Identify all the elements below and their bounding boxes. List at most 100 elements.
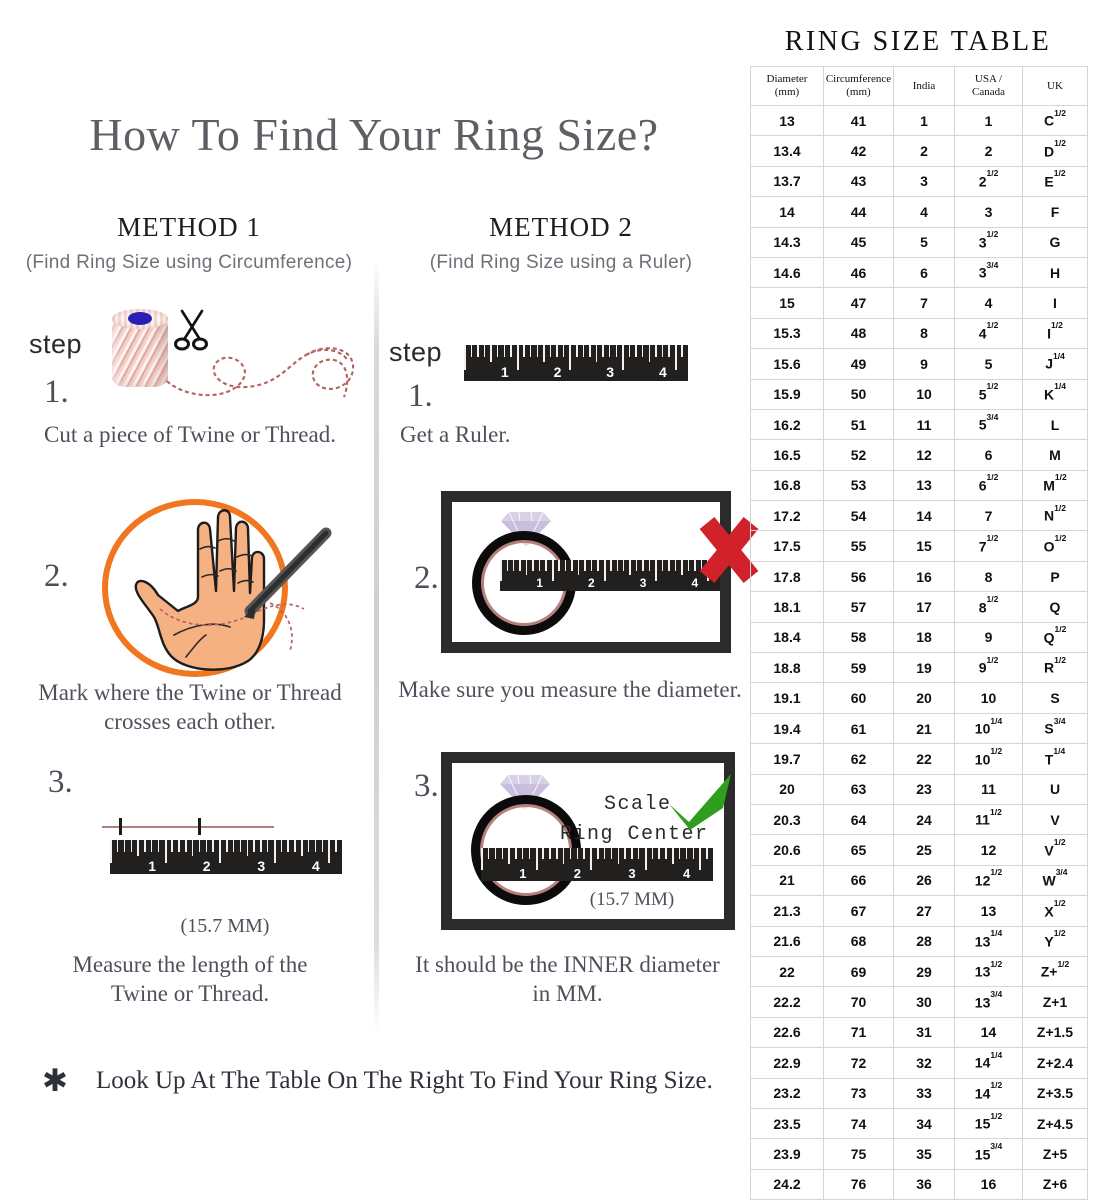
table-cell-col-2: 69 bbox=[823, 955, 894, 988]
table-cell-col-5: Z+3.5 bbox=[1022, 1077, 1088, 1109]
table-cell-col-4: 16 bbox=[954, 1168, 1023, 1200]
table-cell-col-5: J1/4 bbox=[1022, 348, 1088, 380]
table-row: 17.5 55 15 71/2 O1/2 bbox=[750, 530, 1088, 562]
table-cell-col-5: S3/4 bbox=[1022, 712, 1088, 745]
table-row: 18.1 57 17 81/2 Q bbox=[750, 591, 1088, 623]
table-cell-col-1: 17.8 bbox=[750, 560, 824, 593]
table-cell-col-5: Q bbox=[1022, 591, 1088, 623]
table-cell-col-5: Z+1/2 bbox=[1022, 955, 1088, 988]
table-row: 14.3 45 5 31/2 G bbox=[750, 226, 1088, 258]
twine-spool-scissors-icon bbox=[110, 303, 360, 413]
table-cell-col-2: 68 bbox=[823, 925, 894, 957]
table-cell-col-1: 23.9 bbox=[750, 1138, 824, 1170]
table-cell-col-1: 20.3 bbox=[750, 803, 824, 836]
table-cell-col-3: 26 bbox=[893, 864, 955, 897]
table-cell-col-5: U bbox=[1022, 773, 1088, 805]
table-cell-col-5: W3/4 bbox=[1022, 864, 1088, 897]
table-cell-col-1: 16.2 bbox=[750, 408, 824, 441]
table-row: 20.6 65 25 12 V1/2 bbox=[750, 834, 1088, 866]
table-cell-col-2: 72 bbox=[823, 1047, 894, 1079]
table-row: 22.9 72 32 141/4 Z+2.4 bbox=[750, 1047, 1088, 1079]
table-cell-col-2: 51 bbox=[823, 408, 894, 441]
table-cell-col-5: H bbox=[1022, 256, 1088, 289]
table-cell-col-5: Q1/2 bbox=[1022, 621, 1088, 654]
table-cell-col-4: 153/4 bbox=[954, 1138, 1023, 1170]
table-cell-col-1: 17.5 bbox=[750, 530, 824, 562]
table-cell-col-5: Y1/2 bbox=[1022, 925, 1088, 957]
table-cell-col-1: 13.4 bbox=[750, 135, 824, 167]
table-cell-col-3: 36 bbox=[893, 1168, 955, 1200]
table-cell-col-4: 10 bbox=[954, 682, 1023, 714]
table-cell-col-1: 13 bbox=[750, 104, 824, 137]
method-1-step-word: step bbox=[29, 329, 83, 359]
method-2-step-2-caption: Make sure you measure the diameter. bbox=[398, 677, 742, 702]
table-cell-col-1: 22.9 bbox=[750, 1047, 824, 1079]
table-cell-col-4: 111/2 bbox=[954, 803, 1023, 836]
table-cell-col-5: M1/2 bbox=[1022, 469, 1088, 502]
table-cell-col-3: 31 bbox=[893, 1016, 955, 1049]
table-row: 14.6 46 6 33/4 H bbox=[750, 256, 1088, 289]
table-cell-col-2: 44 bbox=[823, 196, 894, 228]
method-1-step-3-caption-line-1: Measure the length of the bbox=[72, 952, 308, 977]
table-row: 23.5 74 34 151/2 Z+4.5 bbox=[750, 1107, 1088, 1140]
table-cell-col-1: 23.2 bbox=[750, 1077, 824, 1109]
table-cell-col-3: 28 bbox=[893, 925, 955, 957]
table-cell-col-4: 13 bbox=[954, 895, 1023, 927]
method-1-step-1-number: 1. bbox=[44, 374, 69, 410]
method-1-step-2-caption-line-2: crosses each other. bbox=[104, 709, 276, 735]
table-cell-col-1: 23.5 bbox=[750, 1107, 824, 1140]
method-1-subtitle: (Find Ring Size using Circumference) bbox=[25, 252, 353, 273]
table-cell-col-5: Z+2.4 bbox=[1022, 1047, 1088, 1079]
table-cell-col-1: 15.6 bbox=[750, 348, 824, 380]
table-cell-col-3: 20 bbox=[893, 682, 955, 714]
green-check-icon bbox=[669, 774, 731, 830]
table-cell-col-2: 52 bbox=[823, 439, 894, 471]
table-cell-col-4: 4 bbox=[954, 287, 1023, 319]
method-2-title: METHOD 2 bbox=[489, 212, 633, 242]
method-2-step-3-number: 3. bbox=[414, 768, 439, 804]
table-cell-col-3: 16 bbox=[893, 560, 955, 593]
table-cell-col-2: 71 bbox=[823, 1016, 894, 1049]
table-cell-col-2: 54 bbox=[823, 500, 894, 532]
table-cell-col-4: 8 bbox=[954, 560, 1023, 593]
table-cell-col-4: 11 bbox=[954, 773, 1023, 805]
table-cell-col-4: 6 bbox=[954, 439, 1023, 471]
table-cell-col-3: 24 bbox=[893, 803, 955, 836]
table-cell-col-5: O1/2 bbox=[1022, 530, 1088, 562]
table-cell-col-3: 8 bbox=[893, 317, 955, 350]
table-row: 23.2 73 33 141/2 Z+3.5 bbox=[750, 1077, 1088, 1109]
table-cell-col-1: 16.5 bbox=[750, 439, 824, 471]
footnote-text: Look Up At The Table On The Right To Fin… bbox=[95, 1066, 713, 1094]
table-cell-col-1: 15 bbox=[750, 287, 824, 319]
method-2-step-3-caption: It should be the INNER diameter in MM. bbox=[390, 950, 745, 1009]
table-row: 13 41 1 1 C1/2 bbox=[750, 104, 1088, 137]
method-1-header: METHOD 1 (Find Ring Size using Circumfer… bbox=[4, 212, 374, 274]
table-cell-col-1: 15.9 bbox=[750, 378, 824, 410]
method-1-measure-label: (15.7 MM) bbox=[180, 915, 270, 937]
table-cell-col-5: D1/2 bbox=[1022, 135, 1088, 167]
table-cell-col-3: 18 bbox=[893, 621, 955, 654]
table-cell-col-4: 141/4 bbox=[954, 1047, 1023, 1079]
table-cell-col-1: 21.3 bbox=[750, 895, 824, 927]
table-cell-col-5: X1/2 bbox=[1022, 895, 1088, 927]
table-cell-col-2: 49 bbox=[823, 348, 894, 380]
table-cell-col-4: 2 bbox=[954, 135, 1023, 167]
table-cell-col-3: 34 bbox=[893, 1107, 955, 1140]
table-cell-col-3: 29 bbox=[893, 955, 955, 988]
table-cell-col-4: 91/2 bbox=[954, 652, 1023, 684]
table-cell-col-1: 22.2 bbox=[750, 986, 824, 1018]
table-cell-col-4: 81/2 bbox=[954, 591, 1023, 623]
table-cell-col-2: 43 bbox=[823, 165, 894, 198]
table-header-cell-1: Diameter (mm) bbox=[750, 66, 824, 106]
table-cell-col-2: 58 bbox=[823, 621, 894, 654]
table-cell-col-4: 33/4 bbox=[954, 256, 1023, 289]
table-cell-col-1: 19.1 bbox=[750, 682, 824, 714]
table-header-cell-4: USA / Canada bbox=[954, 66, 1023, 106]
table-row: 19.1 60 20 10 S bbox=[750, 682, 1088, 714]
table-row: 20.3 64 24 111/2 V bbox=[750, 803, 1088, 836]
table-cell-col-2: 63 bbox=[823, 773, 894, 805]
table-cell-col-4: 53/4 bbox=[954, 408, 1023, 441]
measured-thread-line bbox=[102, 826, 274, 828]
